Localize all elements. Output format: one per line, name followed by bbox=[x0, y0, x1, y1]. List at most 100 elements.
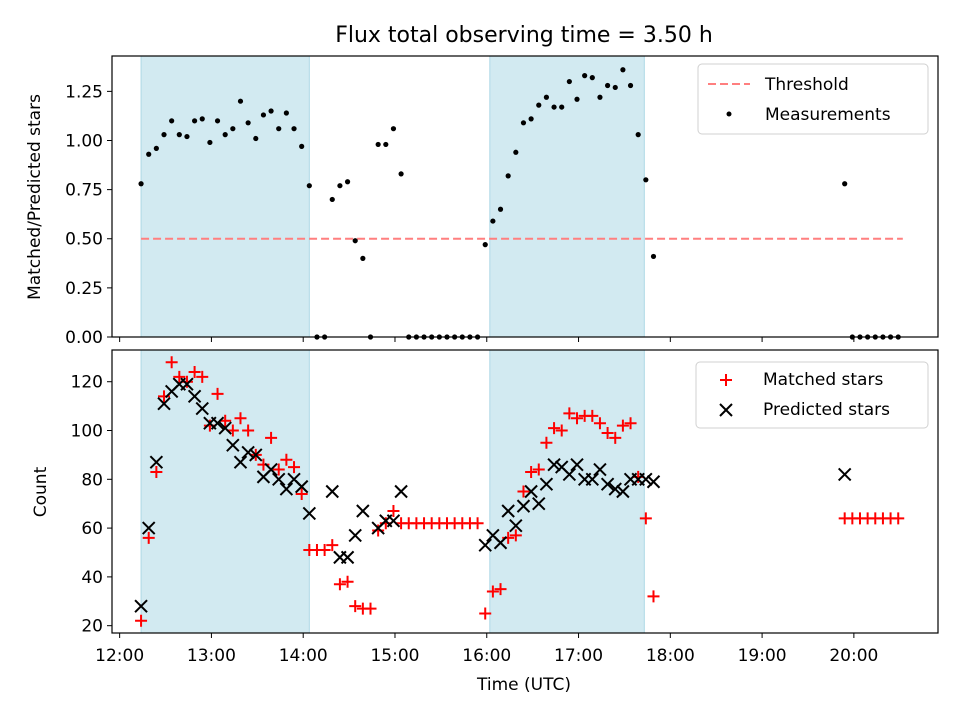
count-y-axis-label: Count bbox=[31, 466, 51, 517]
matched-star-point bbox=[571, 412, 584, 425]
measurement-point bbox=[383, 141, 389, 148]
predicted-star-point bbox=[356, 504, 370, 518]
measurement-point bbox=[842, 181, 848, 187]
matched-star-point bbox=[135, 614, 148, 627]
ratio-y-tick-label: 1.25 bbox=[65, 82, 103, 102]
measurement-point bbox=[199, 116, 205, 122]
matched-star-point bbox=[639, 512, 652, 525]
measurement-point bbox=[337, 183, 343, 189]
matched-star-point bbox=[548, 422, 561, 435]
x-tick-label: 20:00 bbox=[829, 646, 878, 666]
predicted-star-point bbox=[279, 482, 294, 496]
matched-star-point bbox=[272, 463, 285, 476]
measurement-point bbox=[222, 132, 228, 138]
matched-star-point bbox=[486, 585, 499, 598]
matched-star-point bbox=[517, 485, 530, 498]
matched-star-point bbox=[892, 512, 905, 525]
predicted-star-point bbox=[570, 457, 584, 472]
legend-threshold-label: Threshold bbox=[764, 75, 849, 95]
x-tick-label: 17:00 bbox=[554, 646, 603, 666]
predicted-star-point bbox=[218, 421, 232, 435]
predicted-star-point bbox=[516, 499, 531, 513]
predicted-star-point bbox=[134, 599, 148, 613]
matched-star-point bbox=[173, 370, 186, 383]
matched-star-point bbox=[318, 544, 331, 557]
ratio-y-axis-label: Matched/Predicted stars bbox=[25, 94, 45, 300]
count-y-tick-label: 100 bbox=[71, 422, 103, 442]
ratio-axes-frame bbox=[111, 55, 939, 338]
ratio-observing-window-1 bbox=[140, 55, 310, 338]
predicted-star-point bbox=[325, 484, 339, 499]
measurement-point bbox=[482, 242, 488, 248]
matched-star-point bbox=[563, 407, 576, 420]
x-tick-label: 19:00 bbox=[738, 646, 787, 666]
measurement-point bbox=[207, 139, 213, 146]
predicted-star-point bbox=[249, 448, 263, 462]
matched-star-point bbox=[532, 463, 545, 476]
measurement-point bbox=[214, 118, 221, 124]
measurement-point bbox=[505, 173, 511, 179]
matched-star-point bbox=[509, 529, 522, 542]
legend-measurements-swatch bbox=[726, 111, 732, 117]
measurement-point bbox=[169, 118, 175, 124]
predicted-star-point bbox=[241, 445, 255, 460]
matched-star-point bbox=[586, 409, 599, 422]
count-y-tick-label: 20 bbox=[81, 617, 103, 637]
measurement-point bbox=[184, 133, 190, 140]
matched-star-point bbox=[479, 607, 492, 620]
measurement-point bbox=[520, 120, 527, 126]
measurement-point bbox=[543, 94, 550, 100]
predicted-star-point bbox=[348, 528, 362, 543]
predicted-star-point bbox=[340, 550, 355, 565]
predicted-star-point bbox=[593, 462, 607, 477]
predicted-star-point bbox=[837, 467, 852, 482]
predicted-star-point bbox=[532, 496, 546, 511]
measurement-point bbox=[352, 238, 358, 244]
predicted-star-point bbox=[562, 467, 577, 482]
measurement-point bbox=[253, 135, 259, 142]
measurement-point bbox=[589, 75, 595, 81]
x-tick-label: 12:00 bbox=[95, 646, 144, 666]
ratio-observing-window-2 bbox=[489, 55, 645, 338]
measurement-point bbox=[146, 151, 152, 157]
predicted-star-point bbox=[157, 396, 171, 411]
ratio-y-tick-label: 0.75 bbox=[65, 181, 103, 201]
predicted-star-point bbox=[539, 477, 554, 491]
matched-star-point bbox=[647, 590, 660, 603]
predicted-star-point bbox=[233, 455, 248, 469]
matched-star-point bbox=[364, 602, 377, 615]
matched-star-point bbox=[387, 505, 400, 518]
predicted-star-point bbox=[608, 482, 622, 496]
measurement-point bbox=[245, 120, 251, 126]
matched-star-point bbox=[494, 583, 507, 596]
measurement-point bbox=[536, 102, 542, 108]
count-y-tick-label: 80 bbox=[81, 470, 103, 490]
matched-star-point bbox=[471, 517, 484, 530]
predicted-star-point bbox=[639, 472, 653, 487]
measurement-point bbox=[398, 171, 404, 177]
x-tick-label: 18:00 bbox=[646, 646, 695, 666]
x-axis-label: Time (UTC) bbox=[476, 675, 571, 695]
measurement-point bbox=[490, 218, 496, 224]
predicted-star-point bbox=[585, 472, 600, 487]
predicted-star-point bbox=[394, 484, 408, 499]
matched-star-point bbox=[609, 431, 622, 444]
x-tick-label: 14:00 bbox=[279, 646, 328, 666]
measurement-point bbox=[582, 73, 588, 79]
ratio-panel: 0.00 0.25 0.50 0.75 1.00 1.25 Matched/Predict… bbox=[25, 55, 939, 348]
count-axes-frame bbox=[111, 349, 939, 634]
measurement-point bbox=[574, 96, 580, 102]
measurement-point bbox=[612, 84, 618, 91]
legend-matched-swatch bbox=[720, 374, 732, 386]
measurement-point bbox=[230, 126, 236, 132]
predicted-star-point bbox=[187, 389, 202, 404]
measurement-point bbox=[513, 149, 519, 155]
measurement-point bbox=[375, 141, 381, 148]
predicted-star-point bbox=[493, 536, 508, 550]
measurement-point bbox=[329, 196, 335, 203]
matched-star-point bbox=[211, 387, 224, 400]
matched-star-point bbox=[265, 431, 278, 444]
matched-star-point bbox=[555, 424, 568, 437]
matched-star-point bbox=[242, 424, 255, 437]
